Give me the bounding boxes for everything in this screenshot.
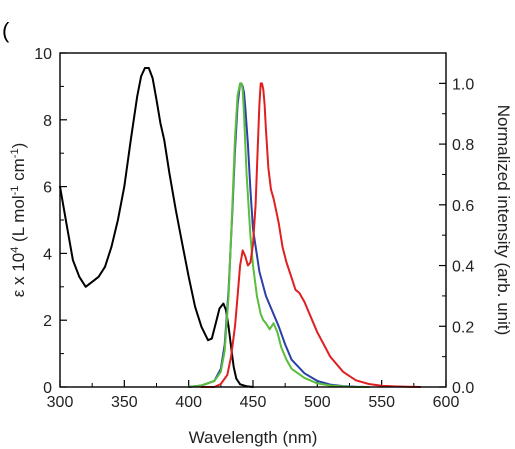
x-tick-label: 400 [175, 394, 202, 411]
left-y-tick-label: 6 [43, 180, 52, 197]
series-layer [59, 67, 422, 388]
left-y-axis-title-symbol: ε [9, 289, 28, 297]
right-y-tick-label: 0.0 [452, 380, 474, 397]
left-y-tick-label: 10 [34, 46, 52, 63]
left-y-axis-title-part1: x 10 [9, 253, 28, 290]
panel-label: ( [2, 18, 10, 43]
series-line-3 [187, 82, 370, 388]
left-y-tick-label: 2 [43, 313, 52, 330]
left-y-axis-title-end: ) [9, 143, 28, 149]
left-y-axis-ticks: 0 2 4 6 8 10 [34, 46, 67, 397]
left-y-axis-title-part3: cm [9, 158, 28, 185]
left-y-tick-label: 8 [43, 113, 52, 130]
right-y-axis-ticks: 0.0 0.2 0.4 0.6 0.8 1.0 [439, 52, 474, 397]
plot-frame [59, 52, 447, 388]
x-tick-label: 550 [368, 394, 395, 411]
x-tick-label: 600 [433, 394, 460, 411]
left-y-tick-label: 0 [43, 380, 52, 397]
right-y-tick-label: 0.4 [452, 259, 474, 276]
right-y-axis-title: Normalized intensity (arb. unit) [494, 105, 513, 336]
left-y-axis-title: ε x 104 (L mol-1 cm-1) [9, 143, 28, 298]
x-tick-label: 350 [111, 394, 138, 411]
left-y-axis-title-part2: (L mol [9, 195, 28, 246]
right-y-tick-label: 0.6 [452, 198, 474, 215]
series-line-1 [59, 67, 254, 388]
x-axis-title: Wavelength (nm) [189, 428, 318, 447]
left-y-axis-title-exp2: -1 [9, 186, 21, 196]
right-y-tick-label: 0.8 [452, 137, 474, 154]
x-tick-label: 500 [304, 394, 331, 411]
right-y-tick-label: 0.2 [452, 319, 474, 336]
x-tick-label: 450 [240, 394, 267, 411]
series-line-4 [200, 82, 422, 388]
left-y-axis-title-exp3: -1 [9, 148, 21, 158]
left-y-tick-label: 4 [43, 246, 52, 263]
x-axis-ticks: 300 350 400 450 500 550 600 [47, 380, 460, 411]
right-y-tick-label: 1.0 [452, 76, 474, 93]
x-tick-label: 300 [47, 394, 74, 411]
left-y-axis-title-exp1: 4 [9, 247, 21, 253]
